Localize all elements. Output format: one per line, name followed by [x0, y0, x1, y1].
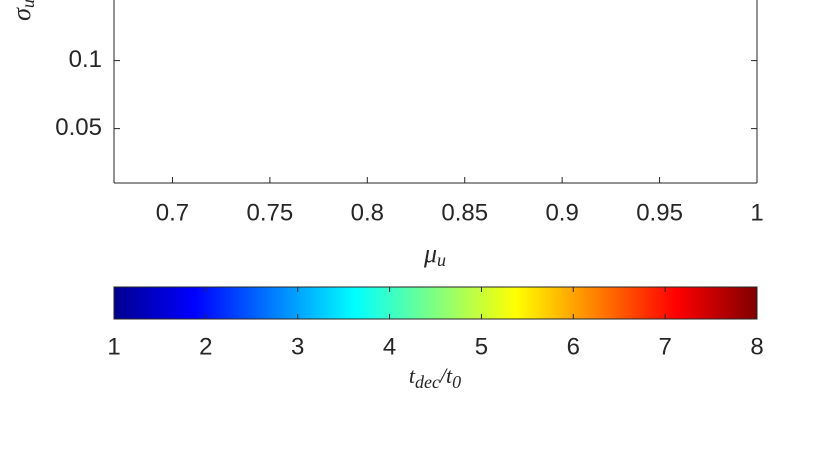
- x-tick-label: 0.9: [545, 199, 578, 226]
- x-tick-label: 0.75: [247, 199, 294, 226]
- x-tick-label: 0.95: [636, 199, 683, 226]
- colorbar-tick-label: 8: [750, 333, 763, 360]
- colorbar-tick-label: 6: [567, 333, 580, 360]
- colorbar: [113, 286, 758, 320]
- x-axis-label: μu: [423, 239, 446, 270]
- colorbar-tick-label: 1: [107, 333, 120, 360]
- y-tick-label: 0.1: [69, 46, 102, 73]
- x-tick-label: 0.7: [156, 199, 189, 226]
- y-tick-label: 0.05: [55, 114, 102, 141]
- colorbar-tick-label: 2: [199, 333, 212, 360]
- colorbar-tick-label: 5: [475, 333, 488, 360]
- colorbar-label: tdec/t0: [409, 363, 461, 392]
- colorbar-tick-label: 3: [291, 333, 304, 360]
- colorbar-tick-label: 4: [383, 333, 396, 360]
- x-tick-label: 0.8: [351, 199, 384, 226]
- y-tick-label: 0.15: [55, 0, 102, 5]
- y-axis-label: σu: [7, 0, 38, 21]
- x-tick-label: 1: [750, 199, 763, 226]
- x-tick-label: 0.85: [441, 199, 488, 226]
- colorbar-tick-label: 7: [658, 333, 671, 360]
